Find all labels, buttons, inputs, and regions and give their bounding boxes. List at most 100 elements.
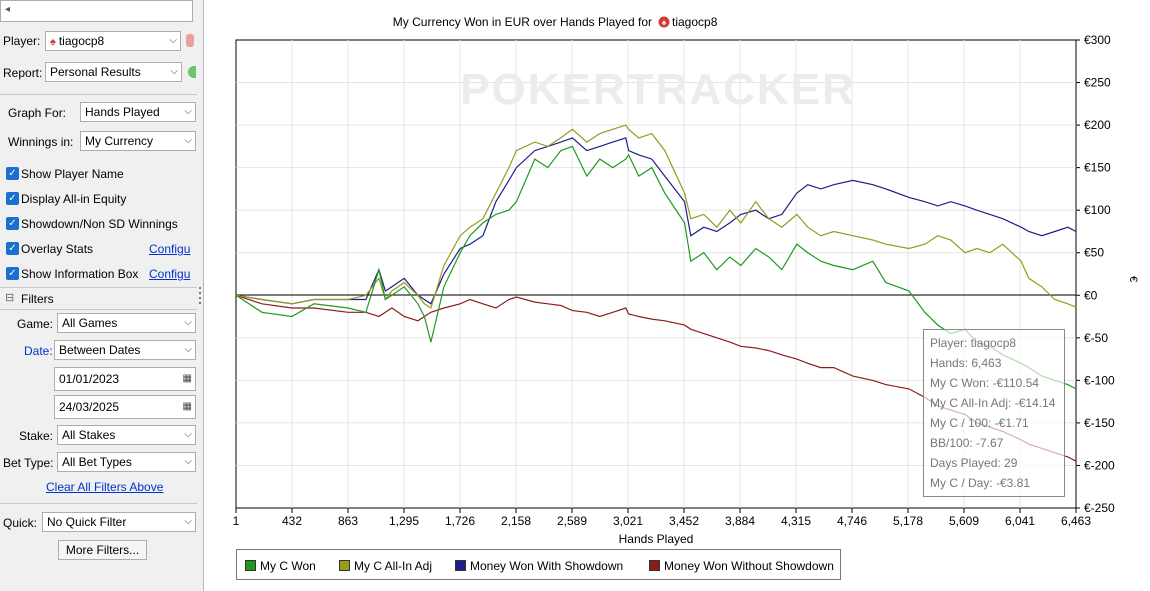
splitter-grip [199, 302, 201, 304]
legend-swatch [339, 560, 350, 571]
y-axis-ticks: €300 €250 €200 €150 €100 €50 €0 €-50 €-100 €-150 €… [1076, 33, 1115, 515]
x-tick-label: 1,295 [389, 514, 419, 528]
winnings-in-label: Winnings in: [8, 135, 74, 149]
player-value: tiagocp8 [58, 34, 105, 48]
y-tick-label: €300 [1084, 33, 1111, 47]
collapse-icon[interactable]: ⊟ [5, 292, 15, 304]
calendar-icon[interactable]: ▦ [182, 373, 192, 384]
y-tick-label: €-200 [1084, 458, 1115, 472]
divider [0, 503, 197, 504]
x-tick-label: 432 [282, 514, 302, 528]
winnings-in-select[interactable]: My Currency ⌵ [80, 131, 196, 151]
calendar-icon[interactable]: ▦ [182, 401, 192, 412]
date-from-field[interactable]: 01/01/2023 ▦ [54, 367, 196, 391]
y-tick-label: €-100 [1084, 373, 1115, 387]
divider [0, 287, 197, 288]
splitter-grip [199, 292, 201, 294]
clear-filters-link[interactable]: Clear All Filters Above [46, 480, 164, 494]
x-tick-label: 1,726 [445, 514, 475, 528]
refresh-icon[interactable] [188, 66, 196, 78]
chevron-down-icon: ⌵ [169, 35, 177, 46]
overlay-stats-configure-link[interactable]: Configu [149, 242, 191, 256]
divider [0, 309, 197, 310]
chevron-down-icon: ⌵ [184, 456, 192, 467]
show-player-name-checkbox[interactable]: ✓ [6, 167, 19, 180]
y-tick-label: €50 [1084, 246, 1104, 260]
graph-for-label: Graph For: [8, 106, 67, 120]
player-label: Player: [3, 34, 41, 48]
info-days: Days Played: 29 [930, 456, 1018, 470]
bet-type-label: Bet Type: [3, 456, 54, 470]
information-box: Player: tiagocp8 Hands: 6,463 My C Won: … [923, 329, 1065, 497]
info-box-configure-link[interactable]: Configu [149, 267, 191, 281]
info-player: Player: tiagocp8 [930, 336, 1017, 350]
info-perday: My C / Day: -€3.81 [930, 476, 1031, 490]
x-tick-label: 1 [233, 514, 240, 528]
x-tick-label: 2,589 [557, 514, 587, 528]
chevron-down-icon: ⌵ [184, 344, 192, 355]
info-allin: My C All-In Adj: -€14.14 [930, 396, 1056, 410]
chart-legend: My C Won My C All-In Adj Money Won With … [236, 549, 841, 580]
game-select[interactable]: All Games ⌵ [57, 313, 196, 333]
report-select[interactable]: Personal Results ⌵ [45, 62, 182, 82]
bet-type-value: All Bet Types [62, 455, 132, 469]
bet-type-select[interactable]: All Bet Types ⌵ [57, 452, 196, 472]
chevron-down-icon: ⌵ [184, 317, 192, 328]
more-filters-button[interactable]: More Filters... [58, 540, 147, 560]
y-tick-label: €250 [1084, 76, 1111, 90]
overlay-stats-label: Overlay Stats [21, 242, 94, 256]
date-label: Date: [24, 344, 53, 358]
splitter[interactable] [197, 0, 204, 591]
date-select[interactable]: Between Dates ⌵ [54, 340, 196, 360]
date-to-field[interactable]: 24/03/2025 ▦ [54, 395, 196, 419]
stake-label: Stake: [19, 429, 54, 443]
watermark: POKERTRACKER [460, 65, 856, 114]
report-label: Report: [3, 66, 43, 80]
info-per100: My C / 100: -€1.71 [930, 416, 1029, 430]
filters-title: Filters [21, 292, 54, 306]
game-label: Game: [17, 317, 54, 331]
graph-for-select[interactable]: Hands Played ⌵ [80, 102, 196, 122]
showdown-winnings-checkbox[interactable]: ✓ [6, 217, 19, 230]
quick-label: Quick: [3, 516, 38, 530]
quick-filter-value: No Quick Filter [47, 515, 127, 529]
display-allin-equity-checkbox[interactable]: ✓ [6, 192, 19, 205]
x-tick-label: 2,158 [501, 514, 531, 528]
sidebar-top-field[interactable]: ◂ [0, 0, 193, 22]
overlay-stats-checkbox[interactable]: ✓ [6, 242, 19, 255]
date-value: Between Dates [59, 343, 141, 357]
date-to-value: 24/03/2025 [59, 400, 120, 414]
chart-title-player: tiagocp8 [672, 15, 718, 29]
show-info-box-checkbox[interactable]: ✓ [6, 267, 19, 280]
legend-swatch [455, 560, 466, 571]
quick-filter-select[interactable]: No Quick Filter ⌵ [42, 512, 196, 532]
chevron-down-icon: ⌵ [184, 135, 192, 146]
legend-item-non-showdown: Money Won Without Showdown [649, 559, 834, 573]
player-notes-icon[interactable] [186, 34, 194, 47]
report-value: Personal Results [50, 65, 141, 79]
stake-select[interactable]: All Stakes ⌵ [57, 425, 196, 445]
player-select[interactable]: ♠ tiagocp8 ⌵ [45, 31, 181, 51]
chevron-down-icon: ⌵ [170, 66, 178, 77]
x-axis-label: Hands Played [619, 532, 694, 546]
info-bb100: BB/100: -7.67 [930, 436, 1004, 450]
display-allin-equity-label: Display All-in Equity [21, 192, 127, 206]
game-value: All Games [62, 316, 118, 330]
chevron-left-icon[interactable]: ◂ [5, 4, 11, 15]
chevron-down-icon: ⌵ [184, 516, 192, 527]
chart-title: My Currency Won in EUR over Hands Played… [393, 15, 652, 29]
svg-text:♠: ♠ [662, 18, 667, 27]
chevron-down-icon: ⌵ [184, 429, 192, 440]
stake-value: All Stakes [62, 428, 116, 442]
y-tick-label: €100 [1084, 203, 1111, 217]
y-tick-label: €150 [1084, 161, 1111, 175]
legend-item-allin: My C All-In Adj [339, 559, 432, 573]
winnings-in-value: My Currency [85, 134, 154, 148]
x-axis-ticks: 1 432 863 1,295 1,726 2,158 2,589 3,021 3,452 3,8… [233, 508, 1091, 528]
series-line-money-won-with-showdown [235, 137, 1077, 305]
legend-item-won: My C Won [245, 559, 316, 573]
info-won: My C Won: -€110.54 [930, 376, 1039, 390]
show-player-name-label: Show Player Name [21, 167, 124, 181]
splitter-grip [199, 287, 201, 289]
splitter-grip [199, 297, 201, 299]
